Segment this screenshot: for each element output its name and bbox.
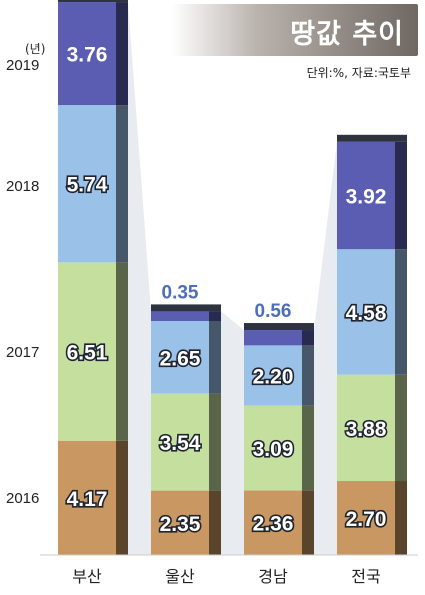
bar-side-1-0 (209, 490, 221, 555)
bar-segment-1-3 (151, 311, 209, 322)
connector-0-2 (128, 105, 151, 394)
year-label-2017: 2017 (6, 344, 40, 361)
bar-segment-2-0 (244, 490, 302, 555)
bar-cap-3 (337, 134, 407, 142)
bar-segment-2-3 (244, 330, 302, 346)
connector-2-0 (314, 481, 337, 555)
bar-side-2-0 (302, 490, 314, 555)
bar-side-0-3 (116, 2, 128, 106)
value-label-3-1: 3.88 (346, 418, 387, 441)
year-unit-label: (년) (25, 42, 46, 56)
value-label-0-3: 3.76 (67, 44, 108, 67)
connector-1-1 (221, 393, 244, 491)
bar-segment-2-1 (244, 405, 302, 491)
bar-cap-0 (58, 0, 128, 3)
category-label-3: 전국 (351, 567, 380, 586)
bar-segment-0-2 (58, 105, 116, 263)
bar-side-1-3 (209, 311, 221, 322)
bar-side-3-2 (395, 249, 407, 375)
bar-side-1-1 (209, 393, 221, 491)
year-label-2016: 2016 (6, 490, 40, 507)
value-label-3-3: 3.92 (346, 186, 387, 209)
bar-segment-1-1 (151, 393, 209, 491)
value-label-2-0: 2.36 (253, 513, 294, 536)
bar-side-2-3 (302, 330, 314, 346)
bar-segment-3-2 (337, 249, 395, 375)
value-label-0-0: 4.17 (67, 488, 108, 511)
bar-segment-3-1 (337, 374, 395, 482)
bar-segment-0-1 (58, 262, 116, 441)
bar-cap-1 (151, 304, 221, 312)
bar-side-2-1 (302, 405, 314, 491)
bar-side-0-2 (116, 105, 128, 263)
value-label-3-0: 2.70 (346, 508, 387, 531)
connector-0-1 (128, 262, 151, 491)
bar-segment-1-0 (151, 490, 209, 555)
bar-cap-2 (244, 323, 314, 331)
year-label-2018: 2018 (6, 178, 40, 195)
connector-2-2 (314, 249, 337, 406)
connector-1-3 (221, 311, 244, 346)
value-label-0-2: 5.74 (67, 174, 108, 197)
value-label-2-1: 3.09 (253, 438, 294, 461)
bar-segment-3-3 (337, 141, 395, 250)
category-label-1: 울산 (165, 567, 195, 586)
value-label-1-0: 2.35 (160, 513, 201, 536)
connector-1-0 (221, 490, 244, 555)
value-label-1-3: 0.35 (162, 282, 199, 303)
value-label-2-2: 2.20 (253, 366, 294, 389)
bar-side-3-1 (395, 374, 407, 482)
connector-1-2 (221, 321, 244, 406)
bar-side-0-0 (116, 440, 128, 555)
bar-side-0-1 (116, 262, 128, 441)
value-label-1-1: 3.54 (160, 432, 201, 455)
connector-2-3 (314, 141, 337, 346)
value-label-1-2: 2.65 (160, 347, 201, 370)
connector-0-0 (128, 440, 151, 555)
bar-side-3-0 (395, 481, 407, 555)
value-label-2-3: 0.56 (255, 301, 292, 322)
connector-0-3 (128, 2, 151, 322)
bar-segment-2-2 (244, 345, 302, 406)
connector-2-1 (314, 374, 337, 491)
bar-side-2-2 (302, 345, 314, 406)
bar-side-3-3 (395, 141, 407, 250)
bar-segment-1-2 (151, 321, 209, 394)
year-label-2019: 2019 (6, 57, 40, 74)
bar-segment-0-0 (58, 440, 116, 555)
bar-side-1-2 (209, 321, 221, 394)
value-label-3-2: 4.58 (346, 302, 387, 325)
chart-source: 단위:%, 자료:국토부 (306, 66, 411, 80)
category-label-0: 부산 (72, 567, 102, 586)
category-label-2: 경남 (258, 567, 288, 586)
chart-title: 땅값 추이 (290, 19, 404, 50)
value-label-0-1: 6.51 (67, 342, 108, 365)
bar-segment-3-0 (337, 481, 395, 555)
bar-segment-0-3 (58, 2, 116, 106)
title-banner: 땅값 추이 (172, 4, 418, 56)
